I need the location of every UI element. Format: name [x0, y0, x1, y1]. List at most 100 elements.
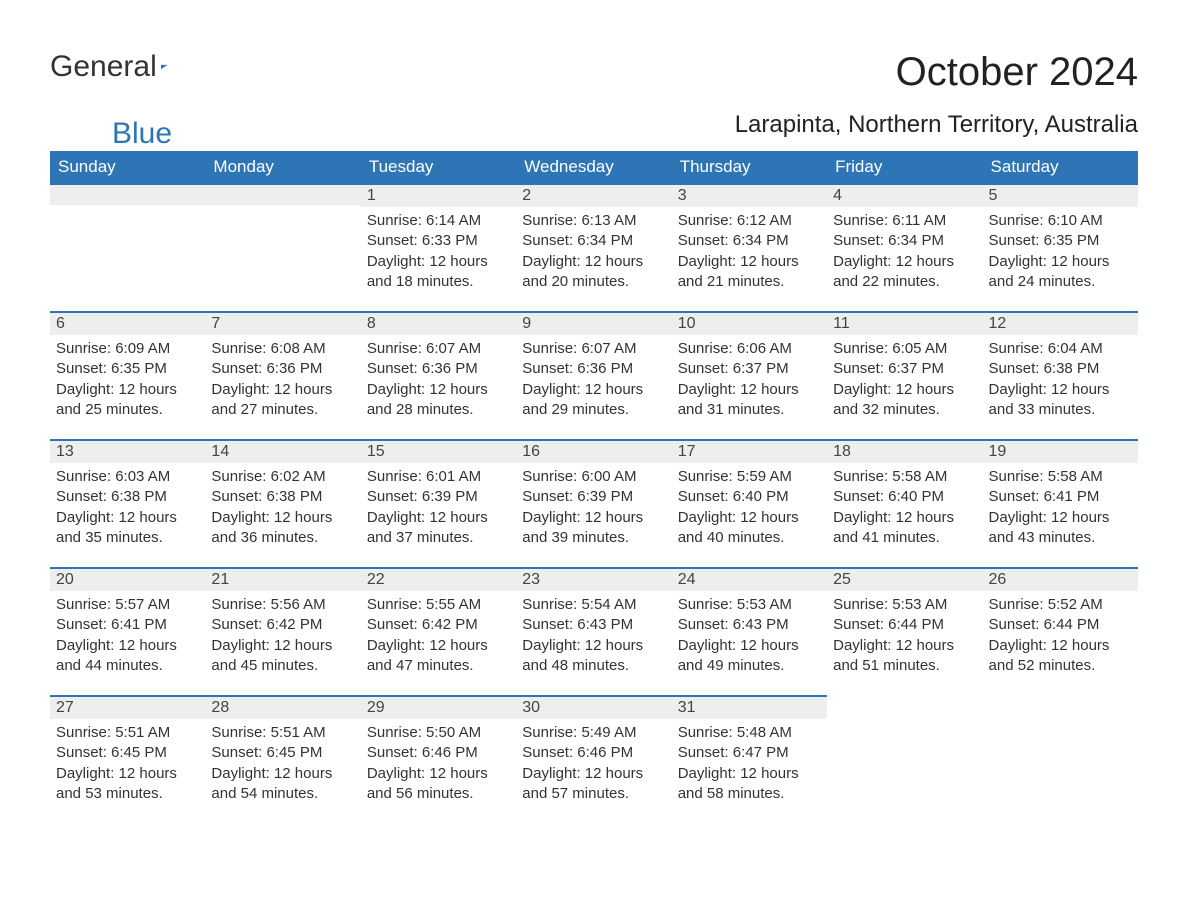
day-d2: and 58 minutes.: [678, 784, 821, 804]
day-d1: Daylight: 12 hours: [522, 764, 665, 784]
day-sunrise: Sunrise: 6:08 AM: [211, 339, 354, 359]
calendar-cell: 23Sunrise: 5:54 AMSunset: 6:43 PMDayligh…: [516, 567, 671, 695]
calendar-cell: 6Sunrise: 6:09 AMSunset: 6:35 PMDaylight…: [50, 311, 205, 439]
day-d1: Daylight: 12 hours: [211, 380, 354, 400]
calendar-cell: 4Sunrise: 6:11 AMSunset: 6:34 PMDaylight…: [827, 183, 982, 311]
day-sunset: Sunset: 6:38 PM: [211, 487, 354, 507]
day-body: Sunrise: 5:51 AMSunset: 6:45 PMDaylight:…: [50, 719, 205, 810]
day-number: 24: [672, 567, 827, 591]
day-body: Sunrise: 6:02 AMSunset: 6:38 PMDaylight:…: [205, 463, 360, 554]
day-sunrise: Sunrise: 5:48 AM: [678, 723, 821, 743]
day-body: Sunrise: 6:12 AMSunset: 6:34 PMDaylight:…: [672, 207, 827, 298]
day-body: Sunrise: 5:58 AMSunset: 6:40 PMDaylight:…: [827, 463, 982, 554]
day-sunrise: Sunrise: 6:04 AM: [989, 339, 1132, 359]
calendar-cell: 5Sunrise: 6:10 AMSunset: 6:35 PMDaylight…: [983, 183, 1138, 311]
day-sunset: Sunset: 6:40 PM: [678, 487, 821, 507]
day-body: Sunrise: 6:07 AMSunset: 6:36 PMDaylight:…: [516, 335, 671, 426]
day-sunrise: Sunrise: 6:02 AM: [211, 467, 354, 487]
day-sunset: Sunset: 6:39 PM: [522, 487, 665, 507]
calendar-cell: [983, 695, 1138, 823]
day-number: 21: [205, 567, 360, 591]
day-d1: Daylight: 12 hours: [367, 380, 510, 400]
day-d2: and 39 minutes.: [522, 528, 665, 548]
day-d1: Daylight: 12 hours: [678, 764, 821, 784]
calendar-cell: 20Sunrise: 5:57 AMSunset: 6:41 PMDayligh…: [50, 567, 205, 695]
calendar-cell: 22Sunrise: 5:55 AMSunset: 6:42 PMDayligh…: [361, 567, 516, 695]
day-sunset: Sunset: 6:40 PM: [833, 487, 976, 507]
day-d2: and 20 minutes.: [522, 272, 665, 292]
day-sunset: Sunset: 6:46 PM: [367, 743, 510, 763]
day-sunrise: Sunrise: 5:52 AM: [989, 595, 1132, 615]
day-sunrise: Sunrise: 6:09 AM: [56, 339, 199, 359]
day-body: Sunrise: 5:51 AMSunset: 6:45 PMDaylight:…: [205, 719, 360, 810]
day-d1: Daylight: 12 hours: [678, 636, 821, 656]
calendar-cell: 14Sunrise: 6:02 AMSunset: 6:38 PMDayligh…: [205, 439, 360, 567]
day-number: 12: [983, 311, 1138, 335]
day-d1: Daylight: 12 hours: [211, 508, 354, 528]
calendar-week: 27Sunrise: 5:51 AMSunset: 6:45 PMDayligh…: [50, 695, 1138, 823]
day-d1: Daylight: 12 hours: [367, 764, 510, 784]
day-d1: Daylight: 12 hours: [56, 636, 199, 656]
day-d2: and 57 minutes.: [522, 784, 665, 804]
day-number: 1: [361, 183, 516, 207]
empty-day-bar: [50, 183, 205, 205]
day-d1: Daylight: 12 hours: [56, 380, 199, 400]
day-sunset: Sunset: 6:47 PM: [678, 743, 821, 763]
day-d2: and 52 minutes.: [989, 656, 1132, 676]
day-d2: and 28 minutes.: [367, 400, 510, 420]
day-sunrise: Sunrise: 5:58 AM: [989, 467, 1132, 487]
day-sunset: Sunset: 6:38 PM: [989, 359, 1132, 379]
location: Larapinta, Northern Territory, Australia: [735, 111, 1138, 139]
day-number: 30: [516, 695, 671, 719]
day-sunrise: Sunrise: 5:50 AM: [367, 723, 510, 743]
logo-flag-icon: [161, 56, 167, 78]
day-body: Sunrise: 5:53 AMSunset: 6:43 PMDaylight:…: [672, 591, 827, 682]
calendar-cell: 8Sunrise: 6:07 AMSunset: 6:36 PMDaylight…: [361, 311, 516, 439]
day-body: Sunrise: 5:58 AMSunset: 6:41 PMDaylight:…: [983, 463, 1138, 554]
day-d2: and 22 minutes.: [833, 272, 976, 292]
calendar-cell: 3Sunrise: 6:12 AMSunset: 6:34 PMDaylight…: [672, 183, 827, 311]
day-number: 7: [205, 311, 360, 335]
day-sunrise: Sunrise: 5:51 AM: [211, 723, 354, 743]
day-number: 18: [827, 439, 982, 463]
day-body: Sunrise: 5:48 AMSunset: 6:47 PMDaylight:…: [672, 719, 827, 810]
day-d2: and 18 minutes.: [367, 272, 510, 292]
day-sunset: Sunset: 6:41 PM: [56, 615, 199, 635]
day-sunrise: Sunrise: 5:51 AM: [56, 723, 199, 743]
calendar-cell: 13Sunrise: 6:03 AMSunset: 6:38 PMDayligh…: [50, 439, 205, 567]
day-d2: and 29 minutes.: [522, 400, 665, 420]
day-sunset: Sunset: 6:36 PM: [522, 359, 665, 379]
day-sunrise: Sunrise: 5:55 AM: [367, 595, 510, 615]
calendar-cell: 21Sunrise: 5:56 AMSunset: 6:42 PMDayligh…: [205, 567, 360, 695]
calendar-cell: 27Sunrise: 5:51 AMSunset: 6:45 PMDayligh…: [50, 695, 205, 823]
calendar-cell: 1Sunrise: 6:14 AMSunset: 6:33 PMDaylight…: [361, 183, 516, 311]
day-body: Sunrise: 5:49 AMSunset: 6:46 PMDaylight:…: [516, 719, 671, 810]
day-number: 26: [983, 567, 1138, 591]
day-number: 13: [50, 439, 205, 463]
day-sunset: Sunset: 6:44 PM: [989, 615, 1132, 635]
calendar-cell: [827, 695, 982, 823]
day-number: 27: [50, 695, 205, 719]
day-d1: Daylight: 12 hours: [522, 252, 665, 272]
day-sunset: Sunset: 6:36 PM: [367, 359, 510, 379]
day-sunrise: Sunrise: 6:00 AM: [522, 467, 665, 487]
calendar-cell: [50, 183, 205, 311]
day-body: Sunrise: 6:04 AMSunset: 6:38 PMDaylight:…: [983, 335, 1138, 426]
empty-day-bar: [205, 183, 360, 205]
day-d1: Daylight: 12 hours: [367, 636, 510, 656]
day-number: 22: [361, 567, 516, 591]
calendar-cell: 25Sunrise: 5:53 AMSunset: 6:44 PMDayligh…: [827, 567, 982, 695]
day-d1: Daylight: 12 hours: [367, 508, 510, 528]
day-number: 14: [205, 439, 360, 463]
calendar-cell: 31Sunrise: 5:48 AMSunset: 6:47 PMDayligh…: [672, 695, 827, 823]
day-sunset: Sunset: 6:43 PM: [522, 615, 665, 635]
day-d1: Daylight: 12 hours: [989, 252, 1132, 272]
calendar-cell: 24Sunrise: 5:53 AMSunset: 6:43 PMDayligh…: [672, 567, 827, 695]
day-body: Sunrise: 6:07 AMSunset: 6:36 PMDaylight:…: [361, 335, 516, 426]
day-d2: and 40 minutes.: [678, 528, 821, 548]
day-d1: Daylight: 12 hours: [211, 764, 354, 784]
day-d1: Daylight: 12 hours: [522, 636, 665, 656]
day-d2: and 25 minutes.: [56, 400, 199, 420]
day-number: 20: [50, 567, 205, 591]
day-d2: and 35 minutes.: [56, 528, 199, 548]
